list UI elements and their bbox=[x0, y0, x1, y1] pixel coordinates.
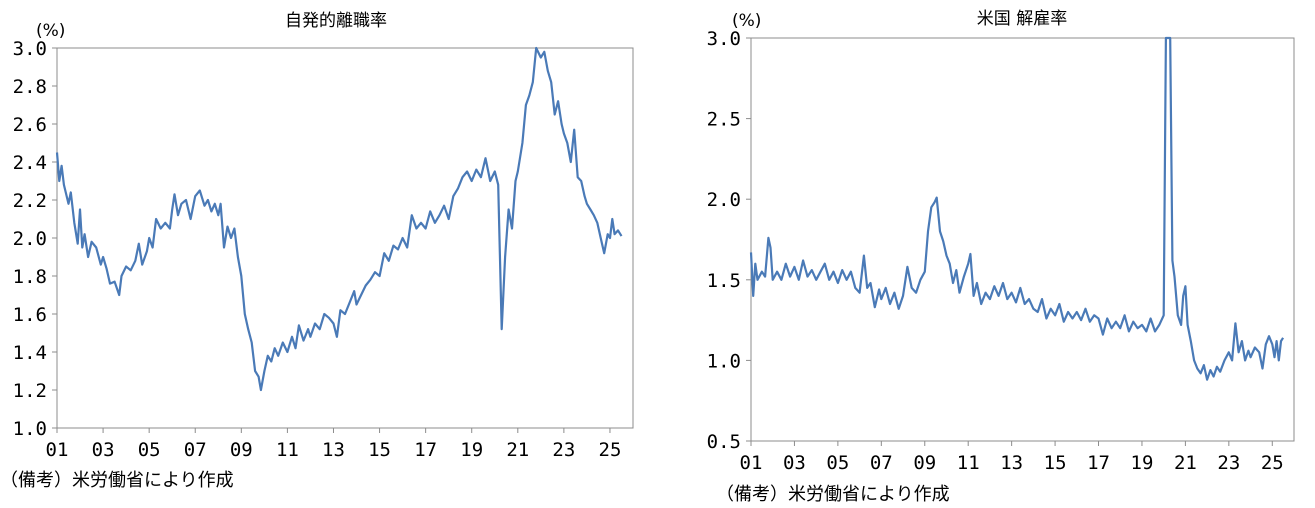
source-note: （備考）米労働省により作成 bbox=[716, 484, 950, 505]
x-tick-label: 07 bbox=[870, 452, 893, 474]
x-tick-label: 09 bbox=[230, 439, 253, 461]
x-tick-label: 03 bbox=[783, 452, 806, 474]
y-tick-label: 1.0 bbox=[707, 350, 741, 372]
x-tick-label: 19 bbox=[460, 439, 483, 461]
x-tick-label: 11 bbox=[276, 439, 299, 461]
y-tick-label: 0.5 bbox=[707, 431, 741, 453]
x-tick-label: 09 bbox=[913, 452, 936, 474]
layoff-rate-chart: 米国 解雇率 (%) （備考）米労働省により作成 0.5 1.0 1.5 2.0 2.5… bbox=[690, 0, 1315, 508]
x-tick-label: 05 bbox=[826, 452, 849, 474]
x-axis: 01 03 05 07 09 11 13 15 17 19 21 23 25 bbox=[740, 441, 1284, 474]
y-tick-label: 2.2 bbox=[13, 190, 47, 212]
y-tick-label: 3.0 bbox=[707, 28, 741, 50]
y-tick-label: 2.0 bbox=[707, 189, 741, 211]
x-tick-label: 17 bbox=[414, 439, 437, 461]
x-tick-label: 03 bbox=[92, 439, 115, 461]
x-tick-label: 23 bbox=[1217, 452, 1240, 474]
quit-rate-series-line bbox=[55, 46, 623, 392]
x-tick-label: 13 bbox=[322, 439, 345, 461]
x-tick-label: 17 bbox=[1087, 452, 1110, 474]
y-tick-label: 1.0 bbox=[13, 418, 47, 440]
y-tick-label: 1.2 bbox=[13, 380, 47, 402]
x-tick-label: 11 bbox=[957, 452, 980, 474]
layoff-rate-chart-svg: 米国 解雇率 (%) （備考）米労働省により作成 0.5 1.0 1.5 2.0 2.5… bbox=[707, 9, 1295, 505]
y-axis: 0.5 1.0 1.5 2.0 2.5 3.0 bbox=[707, 28, 751, 453]
y-tick-label: 2.4 bbox=[13, 152, 47, 174]
y-tick-label: 3.0 bbox=[13, 38, 47, 60]
chart-title: 自発的離職率 bbox=[285, 11, 387, 31]
x-tick-label: 25 bbox=[1261, 452, 1284, 474]
quit-rate-chart-svg: 自発的離職率 (%) （備考）米労働省により作成 1.0 1.2 1.4 1.6 1.8… bbox=[0, 11, 634, 491]
y-tick-label: 1.6 bbox=[13, 304, 47, 326]
chart-title: 米国 解雇率 bbox=[977, 9, 1067, 29]
y-tick-label: 2.5 bbox=[707, 109, 741, 131]
quit-rate-chart: 自発的離職率 (%) （備考）米労働省により作成 1.0 1.2 1.4 1.6 1.8… bbox=[0, 0, 650, 508]
x-tick-label: 23 bbox=[552, 439, 575, 461]
y-tick-label: 1.4 bbox=[13, 342, 47, 364]
y-tick-label: 2.6 bbox=[13, 114, 47, 136]
x-tick-label: 15 bbox=[1044, 452, 1067, 474]
y-tick-label: 1.5 bbox=[707, 270, 741, 292]
x-tick-label: 21 bbox=[506, 439, 529, 461]
x-tick-label: 01 bbox=[740, 452, 763, 474]
x-tick-label: 05 bbox=[138, 439, 161, 461]
y-tick-label: 2.0 bbox=[13, 228, 47, 250]
x-tick-label: 07 bbox=[184, 439, 207, 461]
y-unit-label: (%) bbox=[36, 21, 65, 41]
y-tick-label: 2.8 bbox=[13, 76, 47, 98]
plot-area bbox=[750, 37, 1295, 442]
y-unit-label: (%) bbox=[732, 11, 761, 31]
plot-area bbox=[56, 47, 634, 429]
x-tick-label: 25 bbox=[599, 439, 622, 461]
y-tick-label: 1.8 bbox=[13, 266, 47, 288]
x-tick-label: 21 bbox=[1174, 452, 1197, 474]
x-tick-label: 01 bbox=[46, 439, 69, 461]
x-axis: 01 03 05 07 09 11 13 15 17 19 21 23 25 bbox=[46, 428, 622, 461]
x-tick-label: 19 bbox=[1131, 452, 1154, 474]
x-tick-label: 13 bbox=[1000, 452, 1023, 474]
layoff-rate-series-line bbox=[749, 36, 1285, 381]
x-tick-label: 15 bbox=[368, 439, 391, 461]
source-note: （備考）米労働省により作成 bbox=[0, 470, 234, 491]
y-axis: 1.0 1.2 1.4 1.6 1.8 2.0 2.2 2.4 2.6 2.8 3.0 bbox=[13, 38, 57, 440]
